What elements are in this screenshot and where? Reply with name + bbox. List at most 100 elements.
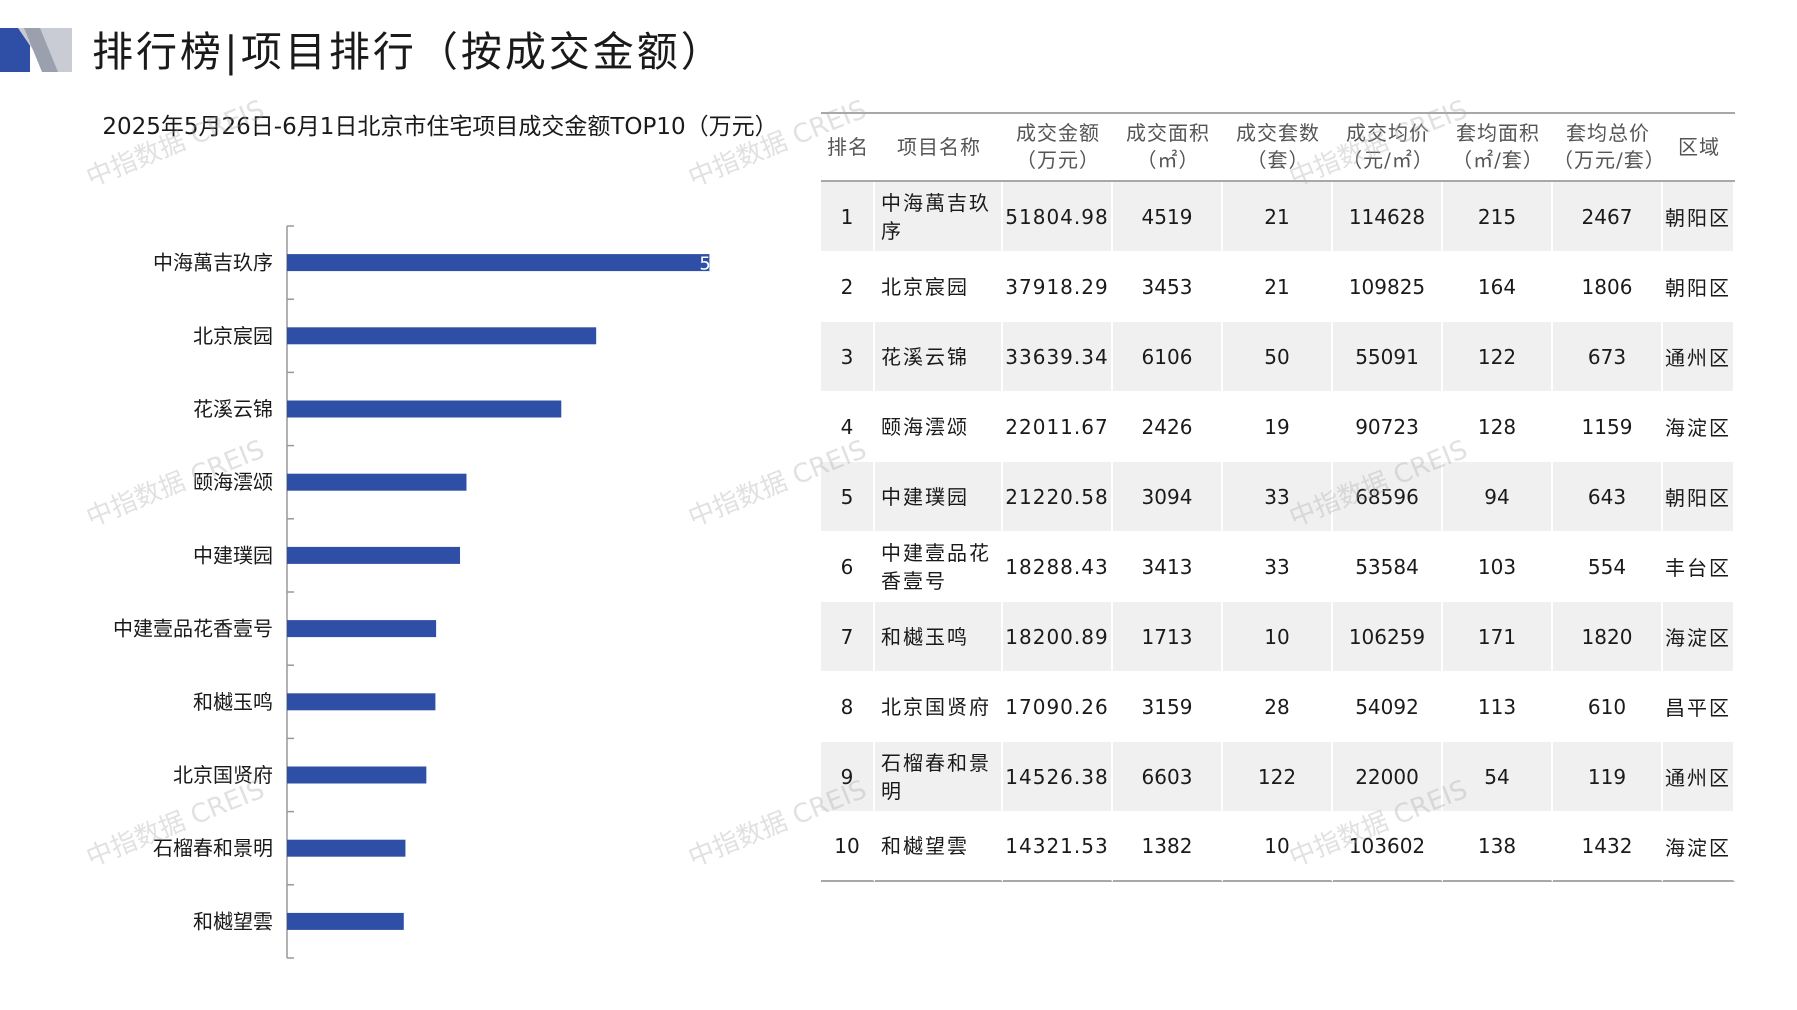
bar [287,254,710,272]
category-label: 和樾玉鸣 [193,690,273,714]
cell-amount: 18288.43 [1003,532,1113,602]
cell-avg-price: 106259 [1333,602,1443,672]
bar [287,400,562,418]
bar [287,327,597,345]
bar [287,912,404,930]
logo-mid-shape [24,28,58,72]
cell-avg-price: 103602 [1333,812,1443,882]
cell-avg-area: 103 [1443,532,1553,602]
table-row: 7 和樾玉鸣 18200.89 1713 10 106259 171 1820 海淀区 [821,602,1735,672]
category-label: 中建璞园 [193,543,273,567]
cell-avg-total: 643 [1553,462,1663,532]
header-text: （㎡） [1136,148,1200,172]
cell-district: 朝阳区 [1663,182,1735,252]
cell-avg-area: 171 [1443,602,1553,672]
category-label: 和樾望雲 [193,909,273,933]
header-text: （元/㎡） [1342,148,1434,172]
cell-avg-price: 114628 [1333,182,1443,252]
cell-amount: 18200.89 [1003,602,1113,672]
chart-title: 2025年5月26日-6月1日北京市住宅项目成交金额TOP10（万元） [102,114,778,140]
cell-area: 6603 [1113,742,1223,812]
header-text: 成交套数 [1236,121,1320,145]
cell-name: 石榴春和景明 [875,742,1003,812]
cell-area: 6106 [1113,322,1223,392]
header-text: 成交均价 [1346,121,1430,145]
cell-rank: 4 [821,392,875,462]
cell-area: 3159 [1113,672,1223,742]
cell-avg-price: 68596 [1333,462,1443,532]
cell-district: 朝阳区 [1663,252,1735,322]
cell-units: 10 [1223,602,1333,672]
header-text: （万元） [1016,148,1100,172]
cell-area: 3094 [1113,462,1223,532]
cell-units: 33 [1223,462,1333,532]
table-row: 6 中建壹品花香壹号 18288.43 3413 33 53584 103 554 丰台区 [821,532,1735,602]
cell-avg-area: 113 [1443,672,1553,742]
cell-avg-price: 22000 [1333,742,1443,812]
cell-amount: 14321.53 [1003,812,1113,882]
table-header-cell: 成交套数 （套） [1223,112,1333,182]
category-label: 石榴春和景明 [153,836,273,860]
cell-name: 中海萬吉玖序 [875,182,1003,252]
cell-units: 19 [1223,392,1333,462]
table-header-cell: 区域 [1663,112,1735,182]
cell-name: 和樾玉鸣 [875,602,1003,672]
cell-units: 21 [1223,182,1333,252]
table-header-cell: 项目名称 [875,112,1003,182]
ranking-table: 排名 项目名称 成交金额 （万元） 成交面积 （㎡） 成交套数 （套） 成交均价 （元/㎡） 套均面… [821,112,1735,882]
cell-avg-area: 164 [1443,252,1553,322]
table-row: 1 中海萬吉玖序 51804.98 4519 21 114628 215 2467 朝阳区 [821,182,1735,252]
header-text: 成交金额 [1016,121,1100,145]
cell-district: 海淀区 [1663,602,1735,672]
table-row: 10 和樾望雲 14321.53 1382 10 103602 138 1432 海淀区 [821,812,1735,882]
cell-avg-area: 128 [1443,392,1553,462]
cell-name: 颐海澐颂 [875,392,1003,462]
cell-avg-price: 109825 [1333,252,1443,322]
cell-amount: 22011.67 [1003,392,1113,462]
cell-amount: 51804.98 [1003,182,1113,252]
cell-district: 海淀区 [1663,392,1735,462]
table-row: 5 中建璞园 21220.58 3094 33 68596 94 643 朝阳区 [821,462,1735,532]
cell-district: 海淀区 [1663,812,1735,882]
cell-rank: 1 [821,182,875,252]
table-header-cell: 成交金额 （万元） [1003,112,1113,182]
cell-units: 33 [1223,532,1333,602]
cell-name: 北京国贤府 [875,672,1003,742]
bar-chart: 中海萬吉玖序北京宸园花溪云锦颐海澐颂中建璞园中建壹品花香壹号和樾玉鸣北京国贤府石… [113,225,711,959]
cell-rank: 2 [821,252,875,322]
cell-rank: 6 [821,532,875,602]
bar [287,766,427,784]
bar-data-label: 5 [699,254,710,275]
cell-area: 2426 [1113,392,1223,462]
table-row: 8 北京国贤府 17090.26 3159 28 54092 113 610 昌平区 [821,672,1735,742]
cell-name: 北京宸园 [875,252,1003,322]
cell-rank: 8 [821,672,875,742]
cell-avg-area: 122 [1443,322,1553,392]
cell-district: 朝阳区 [1663,462,1735,532]
table-header-cell: 套均总价 （万元/套） [1553,112,1665,182]
page-title: 排行榜|项目排行（按成交金额） [92,28,725,76]
bar [287,839,406,857]
cell-avg-price: 54092 [1333,672,1443,742]
brand-logo [0,28,72,72]
category-label: 北京宸园 [193,324,273,348]
cell-units: 122 [1223,742,1333,812]
cell-avg-price: 55091 [1333,322,1443,392]
cell-amount: 17090.26 [1003,672,1113,742]
cell-area: 4519 [1113,182,1223,252]
header-text: （套） [1246,148,1310,172]
cell-amount: 37918.29 [1003,252,1113,322]
cell-avg-total: 119 [1553,742,1663,812]
cell-amount: 14526.38 [1003,742,1113,812]
cell-avg-area: 94 [1443,462,1553,532]
logo-dark-shape [0,28,30,72]
bar [287,693,436,711]
cell-avg-price: 90723 [1333,392,1443,462]
category-label: 花溪云锦 [193,397,273,421]
cell-name: 和樾望雲 [875,812,1003,882]
category-label: 中海萬吉玖序 [153,251,273,275]
header-text: （㎡/套） [1452,148,1544,172]
cell-area: 1382 [1113,812,1223,882]
cell-units: 10 [1223,812,1333,882]
cell-name: 花溪云锦 [875,322,1003,392]
